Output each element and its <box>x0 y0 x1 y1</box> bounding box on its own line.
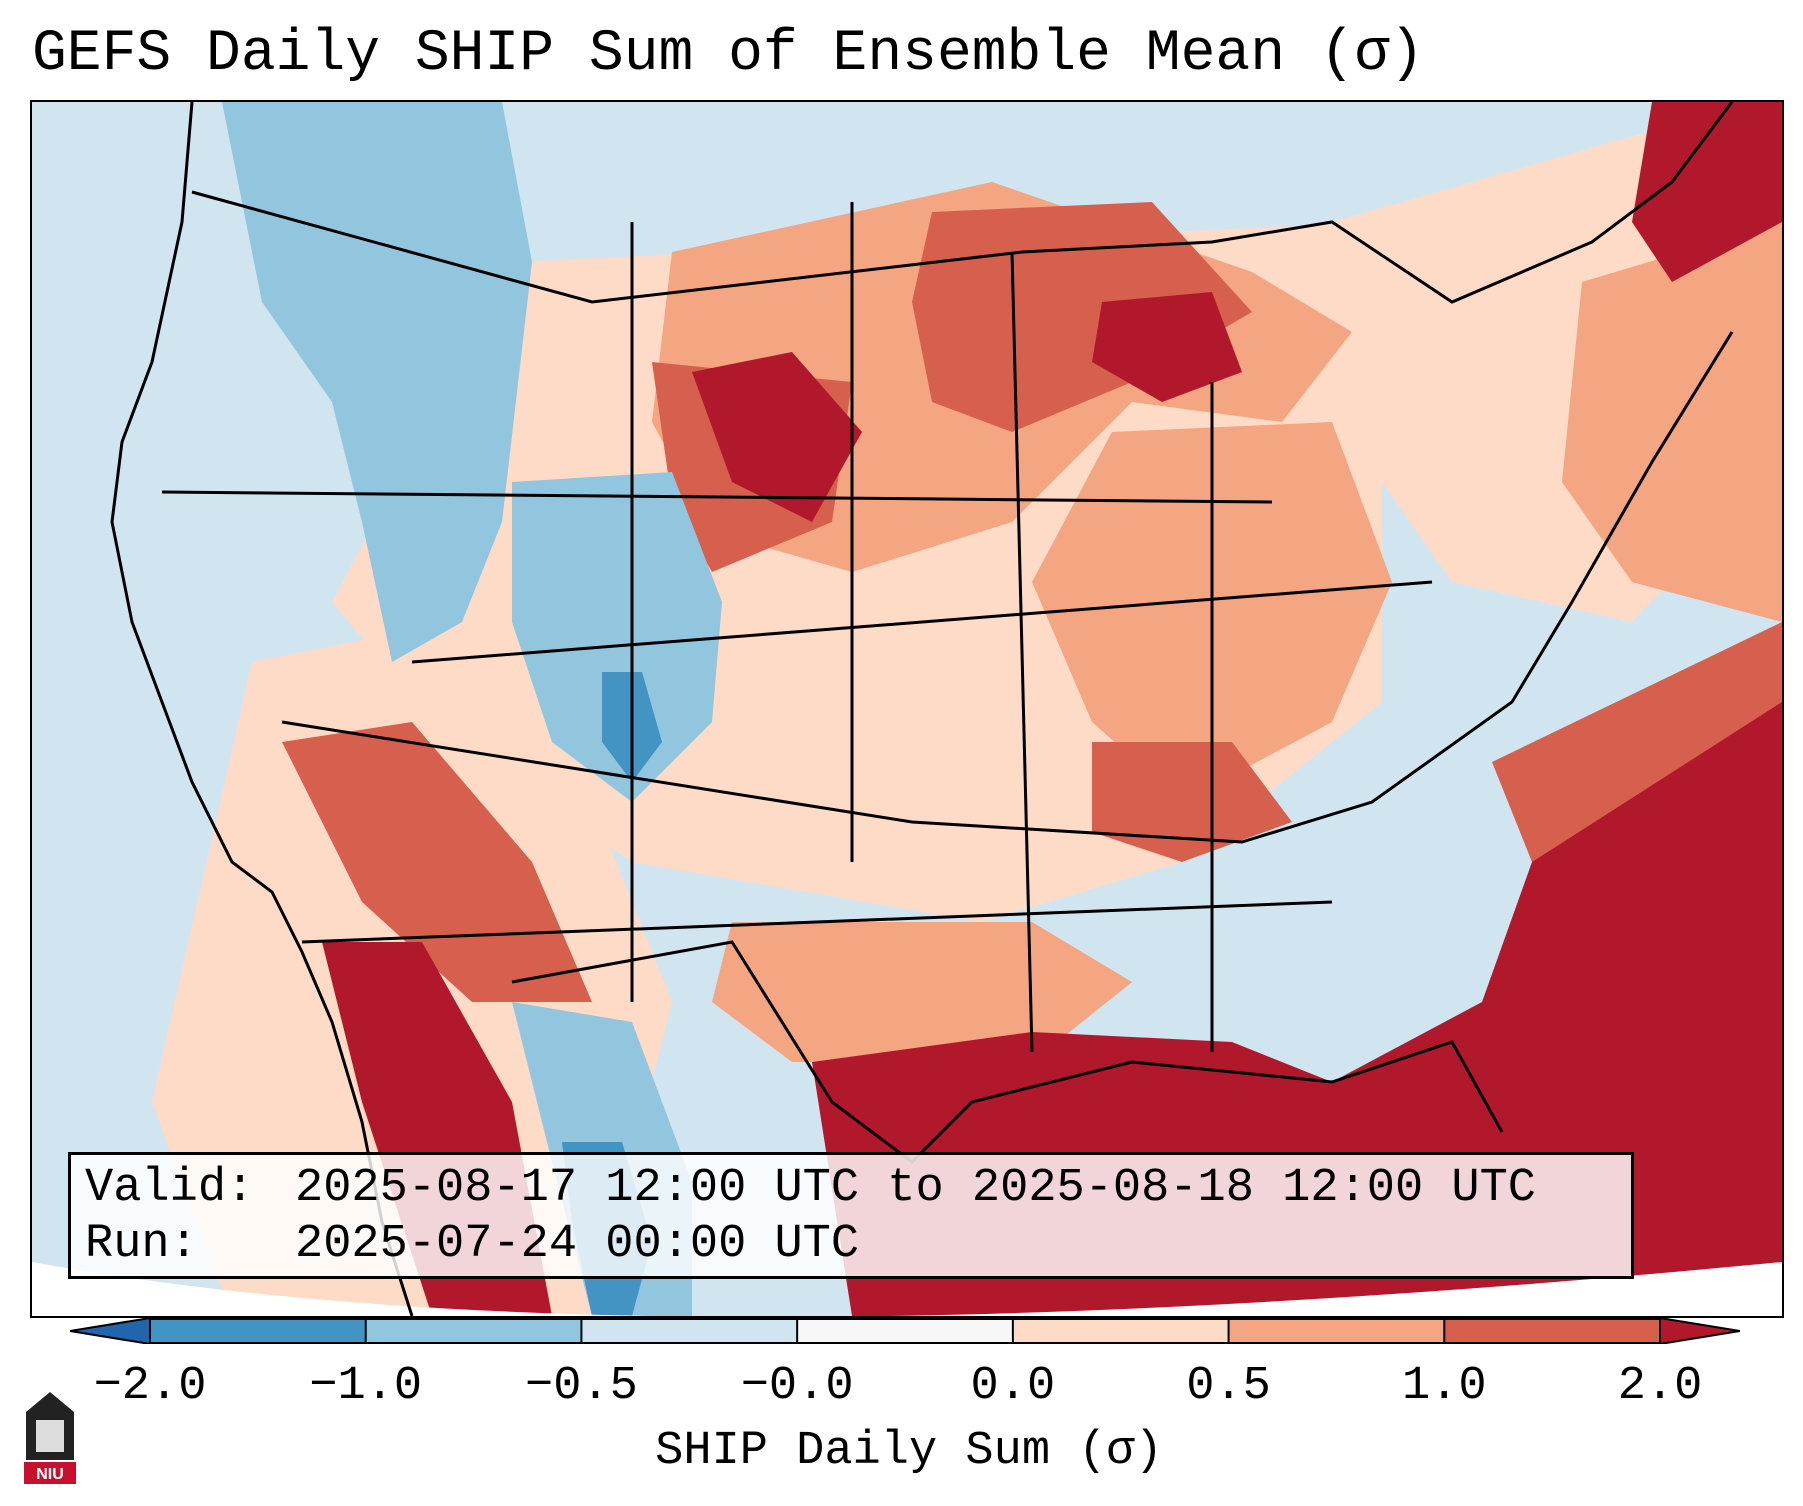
valid-value: 2025-08-17 12:00 UTC to 2025-08-18 12:00… <box>295 1162 1537 1215</box>
field-positive-arizona <box>282 722 592 1002</box>
niu-logo-window <box>36 1420 64 1452</box>
colorbar-tick-label: −2.0 <box>93 1360 207 1413</box>
colorbar-extend-over <box>1659 1318 1740 1344</box>
field-strong-positive-dakotas <box>692 352 862 522</box>
field-strong-positive-maritimes <box>1632 102 1782 282</box>
colorbar <box>70 1318 1740 1344</box>
colorbar-tick-label: 0.5 <box>1186 1360 1271 1413</box>
map-canvas <box>32 102 1782 1316</box>
border-line-6 <box>411 580 1433 664</box>
valid-row: Valid: 2025-08-17 12:00 UTC to 2025-08-18… <box>85 1161 1617 1217</box>
map-panel: Valid: 2025-08-17 12:00 UTC to 2025-08-18… <box>30 100 1784 1318</box>
off-domain-bottom <box>32 1262 1782 1316</box>
field-negative-northwest <box>222 102 532 662</box>
boundaries <box>110 102 1734 1316</box>
colorbar-tick-label: −0.0 <box>740 1360 854 1413</box>
niu-logo-banner <box>24 1462 76 1484</box>
colorbar-label: SHIP Daily Sum (σ) <box>655 1425 1163 1478</box>
colorbar-tick-label: −1.0 <box>309 1360 423 1413</box>
border-line-7 <box>301 900 1333 944</box>
northern-border <box>191 102 1734 304</box>
niu-logo-text: NIU <box>36 1466 64 1483</box>
colorbar-segment <box>1012 1318 1229 1344</box>
run-value: 2025-07-24 00:00 UTC <box>295 1218 860 1271</box>
info-box: Valid: 2025-08-17 12:00 UTC to 2025-08-18… <box>68 1152 1634 1279</box>
colorbar-segment <box>581 1318 798 1344</box>
field-strong-positive-lake-superior <box>1092 292 1242 402</box>
valid-label: Valid: <box>85 1162 255 1215</box>
field-positive-tennessee <box>1092 742 1292 862</box>
gulf-coastline <box>511 940 1504 1164</box>
colorbar-segment <box>150 1318 366 1344</box>
colorbar-segment <box>1228 1318 1445 1344</box>
border-line-5 <box>161 490 1273 504</box>
niu-logo: NIU <box>24 1392 76 1484</box>
colorbar-tick-label: 2.0 <box>1617 1360 1703 1413</box>
run-label: Run: <box>85 1218 198 1271</box>
colorbar-tick-label: 0.0 <box>970 1360 1056 1413</box>
run-row: Run: 2025-07-24 00:00 UTC <box>85 1217 1617 1273</box>
colorbar-extend-under <box>70 1318 151 1344</box>
west-coastline <box>110 102 414 1316</box>
colorbar-segment <box>1444 1318 1660 1344</box>
border-line-3 <box>1010 251 1034 1053</box>
field-negative-wyoming-colorado <box>512 472 722 802</box>
field-weak-positive-texas <box>712 922 1132 1062</box>
colorbar-segment <box>797 1318 1013 1344</box>
east-coast-line <box>281 331 1734 844</box>
colorbar-tick-label: 1.0 <box>1401 1360 1487 1413</box>
colorbar-segment <box>365 1318 582 1344</box>
field-positive-upper-midwest <box>912 202 1252 432</box>
colorbar-tick-label: −0.5 <box>525 1360 638 1413</box>
map-title: GEFS Daily SHIP Sum of Ensemble Mean (σ) <box>32 22 1425 87</box>
